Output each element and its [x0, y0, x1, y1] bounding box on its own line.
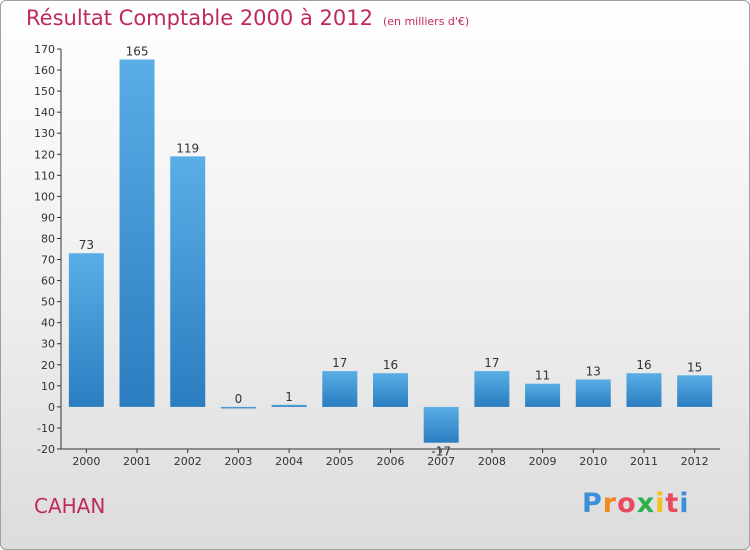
logo-letter: o [617, 488, 637, 519]
bar [322, 371, 358, 407]
x-tick-label: 2008 [478, 455, 506, 468]
logo-letter: P [582, 488, 603, 519]
bar-value-label: 13 [586, 365, 601, 379]
proxiti-logo: Proxiti [582, 488, 690, 519]
y-tick-label: 110 [34, 169, 55, 182]
bar [626, 373, 662, 407]
x-tick-label: 2005 [326, 455, 354, 468]
logo-letter: i [655, 488, 666, 519]
x-tick-label: 2009 [529, 455, 557, 468]
chart-title-unit: (en milliers d'€) [382, 15, 470, 28]
x-tick-label: 2007 [427, 455, 455, 468]
bar [575, 379, 611, 407]
bar [170, 156, 206, 407]
y-tick-label: 100 [34, 190, 55, 203]
x-tick-label: 2010 [579, 455, 607, 468]
x-tick-label: 2002 [174, 455, 202, 468]
y-tick-label: 60 [41, 275, 55, 288]
bar [68, 253, 104, 407]
logo-letter: t [665, 488, 680, 519]
chart-title-main: Résultat Comptable 2000 à 2012 [26, 6, 373, 30]
y-tick-label: 70 [41, 254, 55, 267]
bar [423, 406, 459, 443]
x-tick-label: 2006 [377, 455, 405, 468]
x-tick-label: 2011 [630, 455, 658, 468]
y-tick-label: 80 [41, 232, 55, 245]
y-tick-label: 140 [34, 106, 55, 119]
x-tick-label: 2012 [681, 455, 709, 468]
bar-value-label: 1 [285, 390, 293, 404]
bar [271, 404, 307, 407]
bar [220, 406, 256, 409]
y-tick-label: -10 [37, 422, 55, 435]
bar-value-label: 16 [636, 358, 651, 372]
bar-value-label: -17 [431, 445, 451, 459]
bar-value-label: 73 [79, 238, 94, 252]
bar-value-label: 0 [235, 392, 243, 406]
bar [474, 371, 510, 407]
y-tick-label: 30 [41, 338, 55, 351]
y-tick-label: 0 [48, 401, 55, 414]
bar [525, 383, 561, 407]
logo-letter: r [602, 488, 618, 519]
y-tick-label: 90 [41, 211, 55, 224]
bar-value-label: 17 [332, 356, 347, 370]
x-tick-label: 2004 [275, 455, 303, 468]
y-tick-label: 130 [34, 127, 55, 140]
bar-value-label: 11 [535, 369, 550, 383]
bar-value-label: 165 [126, 45, 149, 59]
bar [119, 59, 155, 407]
logo-letter: i [679, 488, 690, 519]
bar-value-label: 17 [484, 356, 499, 370]
x-tick-label: 2003 [224, 455, 252, 468]
y-tick-label: 20 [41, 359, 55, 372]
town-name: CAHAN [34, 494, 106, 518]
x-tick-label: 2001 [123, 455, 151, 468]
y-tick-label: 150 [34, 85, 55, 98]
y-tick-label: 50 [41, 296, 55, 309]
bar [373, 373, 408, 407]
logo-letter: x [636, 488, 656, 519]
x-tick-label: 2000 [72, 455, 100, 468]
bar-value-label: 16 [383, 358, 398, 372]
y-tick-label: 40 [41, 317, 55, 330]
y-tick-label: 160 [34, 64, 55, 77]
bar-value-label: 15 [687, 360, 702, 374]
y-tick-label: 170 [34, 43, 55, 56]
y-tick-label: 10 [41, 380, 55, 393]
bar-value-label: 119 [176, 141, 199, 155]
chart-title: Résultat Comptable 2000 à 2012 (en millie… [26, 6, 469, 30]
bar [677, 375, 713, 407]
y-tick-label: 120 [34, 148, 55, 161]
y-tick-label: -20 [37, 443, 55, 456]
